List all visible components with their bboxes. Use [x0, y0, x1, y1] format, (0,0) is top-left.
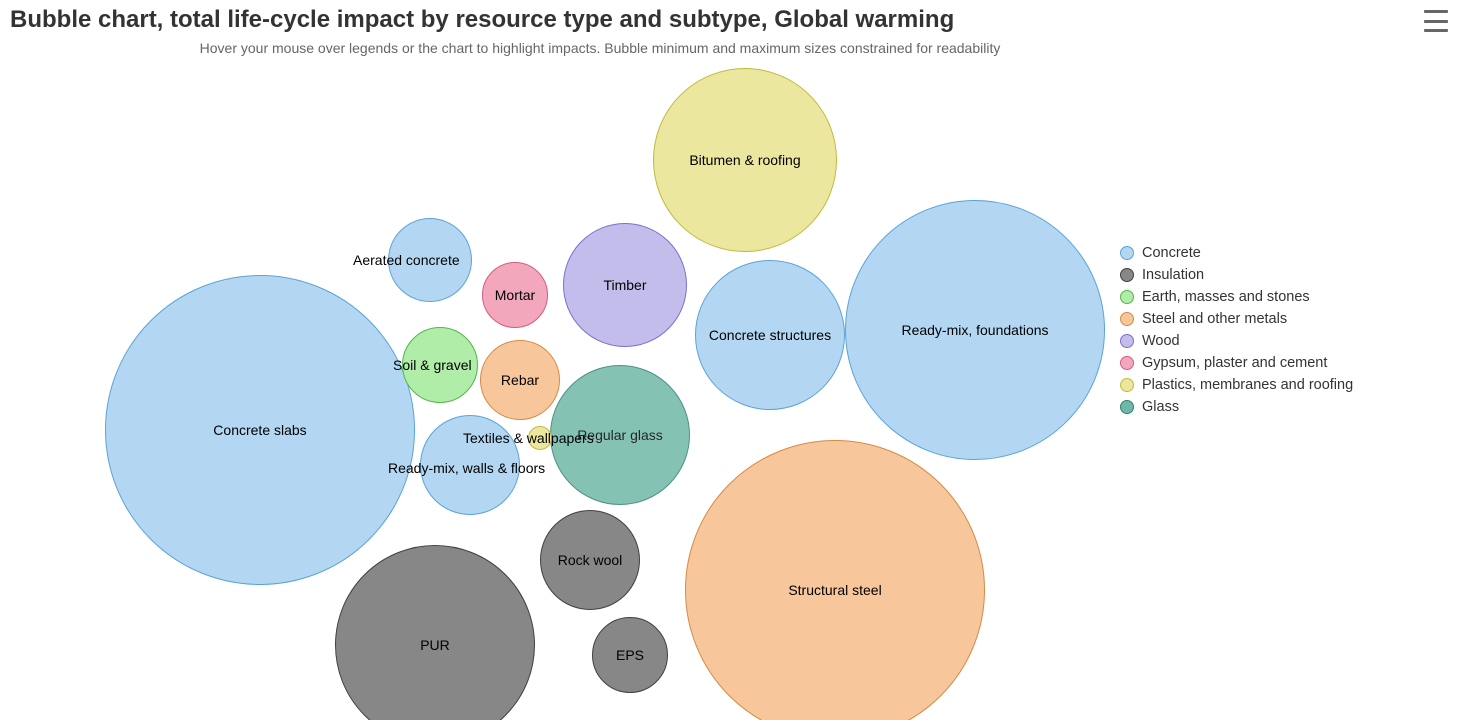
legend-swatch	[1120, 268, 1134, 282]
bubble-label: Ready-mix, foundations	[899, 320, 1050, 340]
hamburger-menu-icon[interactable]	[1424, 10, 1448, 32]
bubble-label: Mortar	[493, 285, 537, 305]
legend-item[interactable]: Glass	[1120, 399, 1353, 415]
legend-item[interactable]: Earth, masses and stones	[1120, 289, 1353, 305]
legend-item[interactable]: Wood	[1120, 333, 1353, 349]
bubble[interactable]: Structural steel	[685, 440, 985, 720]
bubble-label: Concrete structures	[707, 325, 833, 345]
bubble[interactable]: EPS	[592, 617, 668, 693]
bubble[interactable]: Mortar	[482, 262, 548, 328]
chart-container: Bubble chart, total life-cycle impact by…	[0, 0, 1458, 720]
bubble-label: Structural steel	[786, 580, 883, 600]
legend: Concrete Insulation Earth, masses and ston…	[1120, 245, 1353, 421]
bubble-label: Rebar	[499, 370, 541, 390]
legend-label: Concrete	[1142, 245, 1201, 261]
bubble[interactable]: PUR	[335, 545, 535, 720]
legend-label: Wood	[1142, 333, 1180, 349]
bubble[interactable]: Bitumen & roofing	[653, 68, 837, 252]
bubble-label: Textiles & wallpapers	[463, 430, 594, 446]
bubble-label: Bitumen & roofing	[687, 150, 802, 170]
bubble-label: Timber	[601, 275, 648, 295]
bubble-label: PUR	[418, 635, 452, 655]
bubble[interactable]: Timber	[563, 223, 687, 347]
bubble-label: Concrete slabs	[211, 420, 308, 440]
legend-swatch	[1120, 356, 1134, 370]
chart-subtitle: Hover your mouse over legends or the cha…	[0, 40, 1200, 56]
legend-swatch	[1120, 312, 1134, 326]
legend-item[interactable]: Gypsum, plaster and cement	[1120, 355, 1353, 371]
bubble[interactable]: Concrete structures	[695, 260, 845, 410]
bubble[interactable]: Ready-mix, foundations	[845, 200, 1105, 460]
legend-item[interactable]: Plastics, membranes and roofing	[1120, 377, 1353, 393]
bubble-label: Rock wool	[556, 550, 625, 570]
bubble[interactable]: Rebar	[480, 340, 560, 420]
bubble-label: Aerated concrete	[353, 252, 460, 268]
legend-swatch	[1120, 290, 1134, 304]
bubble-chart-area[interactable]: Concrete slabs Ready-mix, foundations Stru…	[0, 60, 1100, 720]
legend-label: Steel and other metals	[1142, 311, 1287, 327]
chart-title: Bubble chart, total life-cycle impact by…	[10, 6, 954, 34]
legend-item[interactable]: Concrete	[1120, 245, 1353, 261]
legend-item[interactable]: Steel and other metals	[1120, 311, 1353, 327]
legend-swatch	[1120, 400, 1134, 414]
legend-swatch	[1120, 378, 1134, 392]
bubble[interactable]: Concrete slabs	[105, 275, 415, 585]
legend-swatch	[1120, 334, 1134, 348]
legend-label: Glass	[1142, 399, 1179, 415]
bubble-label: EPS	[614, 645, 646, 665]
legend-label: Earth, masses and stones	[1142, 289, 1310, 305]
legend-swatch	[1120, 246, 1134, 260]
bubble-label: Ready-mix, walls & floors	[388, 460, 545, 476]
bubble-label: Soil & gravel	[393, 357, 472, 373]
legend-item[interactable]: Insulation	[1120, 267, 1353, 283]
legend-label: Plastics, membranes and roofing	[1142, 377, 1353, 393]
legend-label: Gypsum, plaster and cement	[1142, 355, 1327, 371]
bubble[interactable]: Rock wool	[540, 510, 640, 610]
legend-label: Insulation	[1142, 267, 1204, 283]
